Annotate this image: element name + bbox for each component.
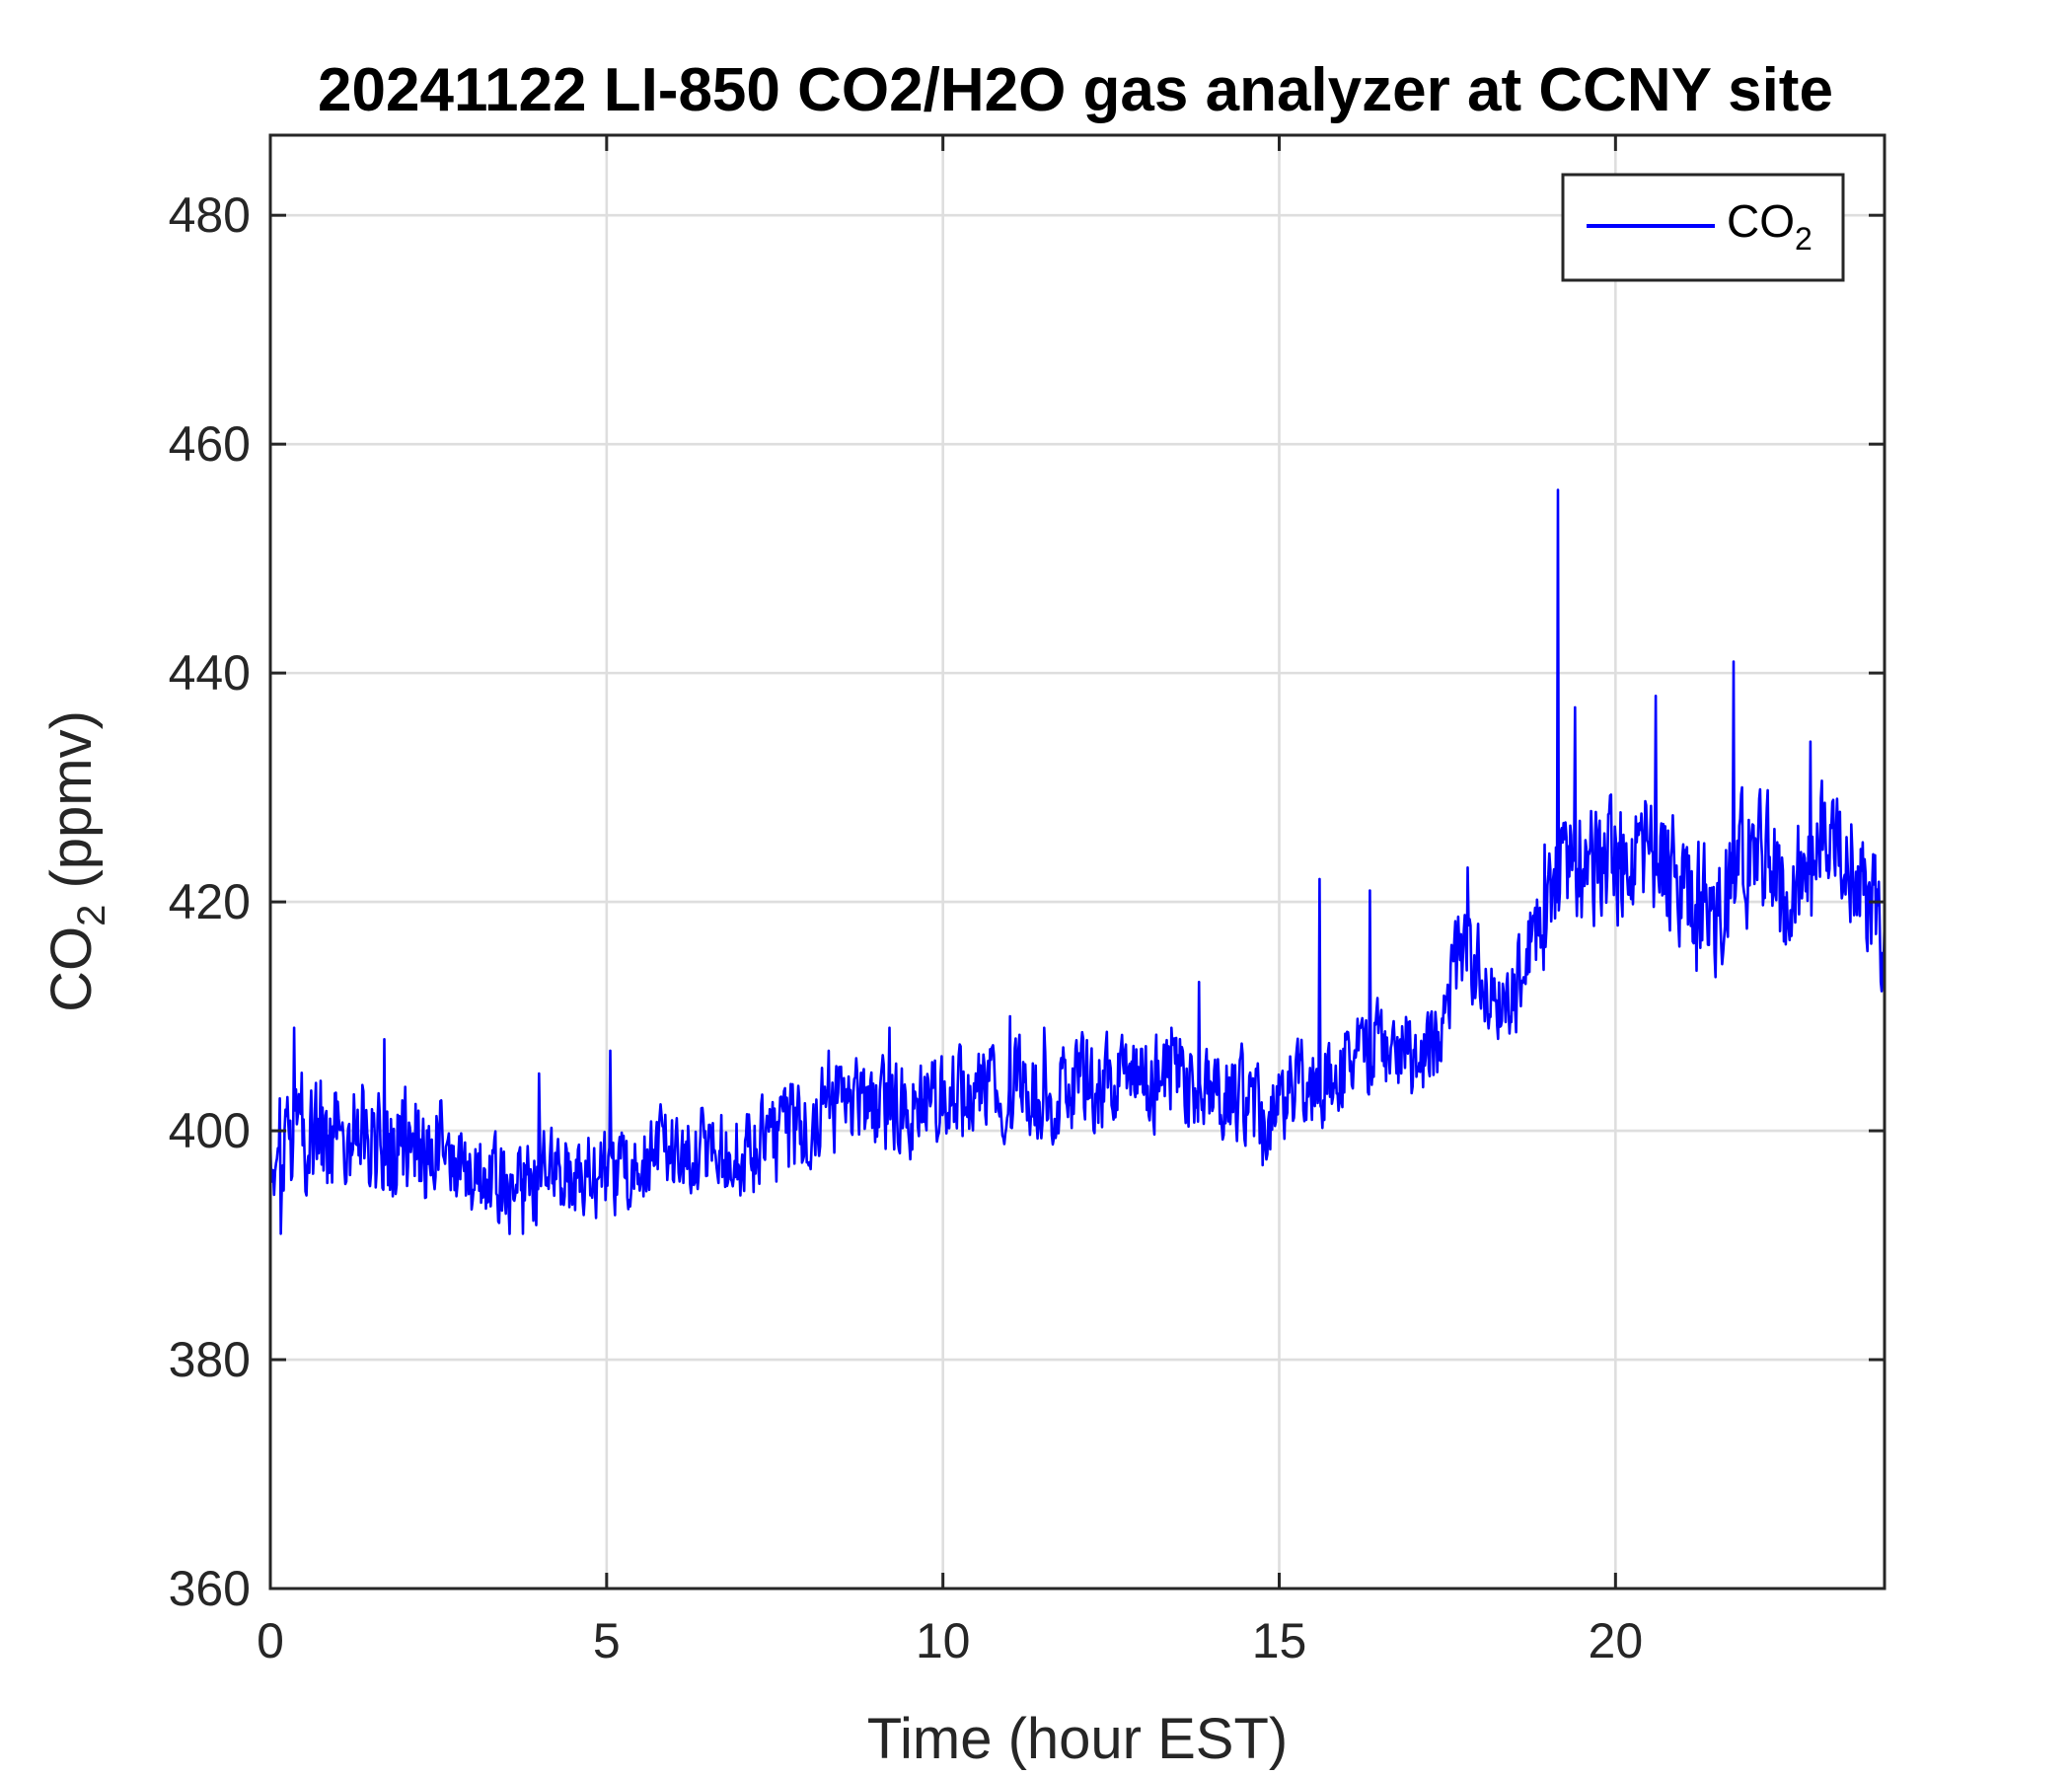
x-tick-label: 20 <box>1589 1613 1644 1668</box>
x-tick-label: 0 <box>257 1613 284 1668</box>
y-tick-label: 460 <box>169 416 251 472</box>
y-tick-label: 380 <box>169 1332 251 1387</box>
legend: CO2 <box>1561 173 1845 282</box>
y-axis-label: CO2 (ppmv) <box>39 710 113 1012</box>
x-tick-label: 5 <box>593 1613 621 1668</box>
y-tick-label: 400 <box>169 1103 251 1158</box>
y-tick-label: 420 <box>169 874 251 929</box>
series-layer <box>268 488 1887 1235</box>
chart-title: 20241122 LI-850 CO2/H2O gas analyzer at … <box>318 56 1833 124</box>
legend-label-main: CO <box>1727 195 1795 247</box>
legend-label-subscript: 2 <box>1795 221 1813 257</box>
x-tick-label: 10 <box>916 1613 971 1668</box>
y-tick-label: 360 <box>169 1561 251 1616</box>
x-tick-label: 15 <box>1252 1613 1307 1668</box>
y-tick-label: 440 <box>169 645 251 701</box>
series-line-co2 <box>268 488 1887 1235</box>
y-axis-label-main: CO <box>39 926 104 1012</box>
y-tick-label: 480 <box>169 187 251 243</box>
axis-ticks: 0 5 10 15 20 360 380 400 420 440 460 480 <box>169 135 1885 1668</box>
y-axis-label-subscript: 2 <box>70 905 113 926</box>
plot-frame <box>268 133 1887 1591</box>
y-axis-label-unit: (ppmv) <box>39 710 104 905</box>
x-axis-label: Time (hour EST) <box>867 1707 1288 1771</box>
legend-label-co2: CO2 <box>1727 195 1813 257</box>
